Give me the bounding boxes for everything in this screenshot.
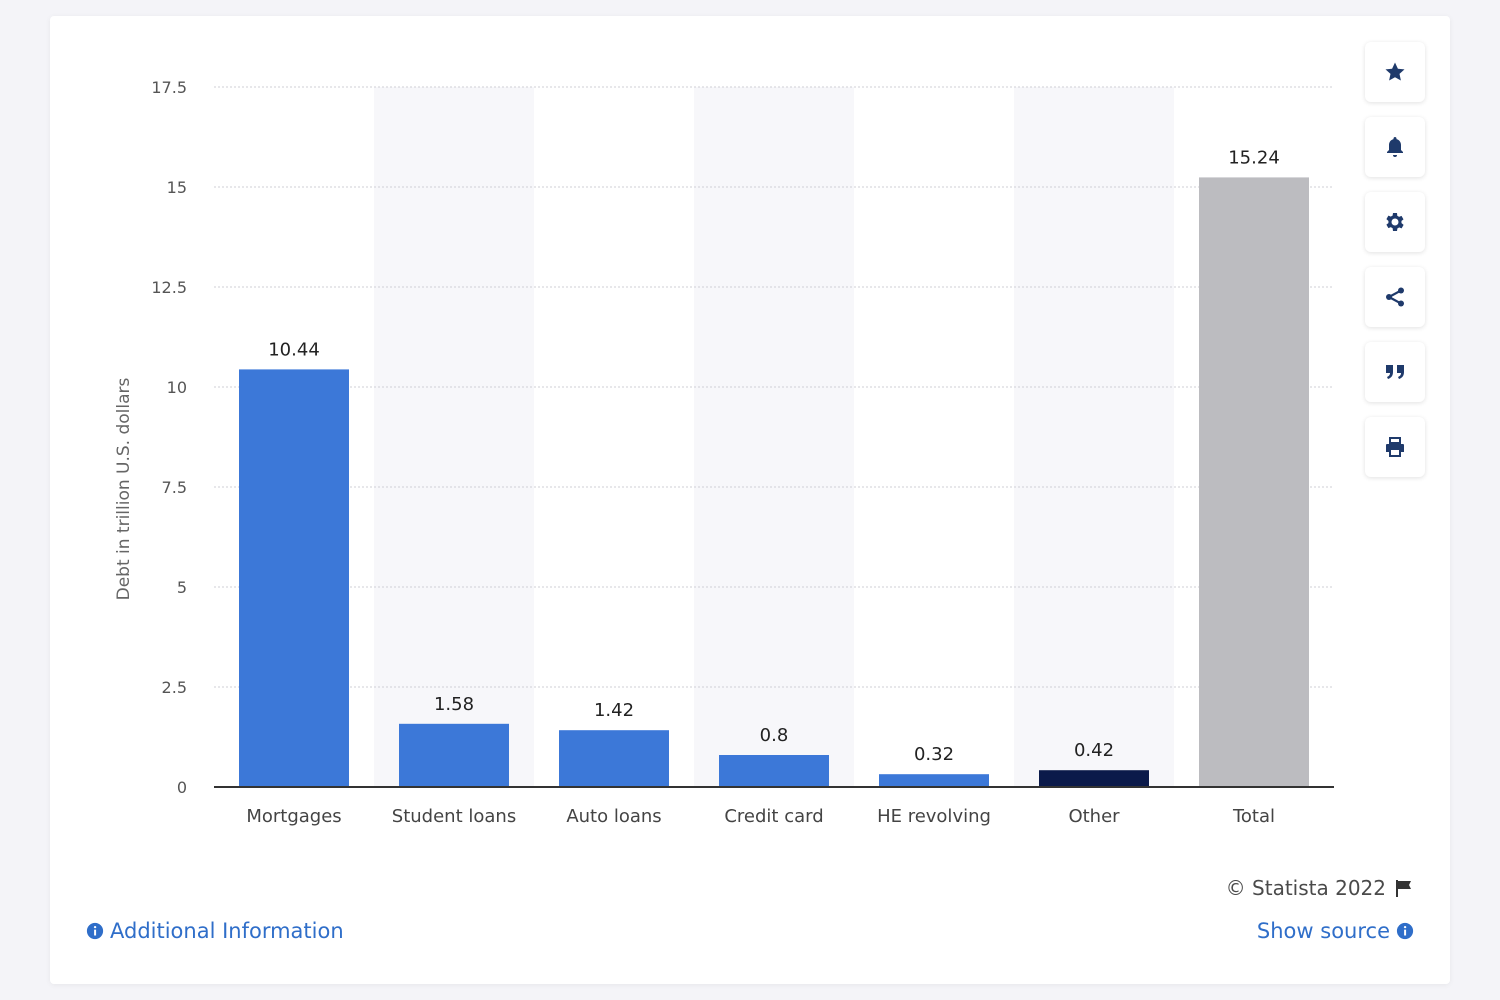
- favorite-button[interactable]: [1365, 42, 1425, 102]
- y-tick-label: 2.5: [162, 678, 187, 697]
- share-button[interactable]: [1365, 267, 1425, 327]
- flag-icon[interactable]: [1394, 878, 1414, 898]
- chart-card: 0 2.5 5 7.5 10 12.5 15 17.5 Debt in trillion U.S…: [50, 16, 1450, 984]
- share-icon: [1386, 287, 1404, 307]
- x-tick-label: Auto loans: [566, 806, 661, 827]
- y-tick-label: 5: [177, 578, 187, 597]
- quote-icon: [1386, 365, 1404, 379]
- additional-information-label: Additional Information: [110, 919, 344, 943]
- bell-icon: [1387, 137, 1403, 157]
- column-shade: [694, 87, 854, 787]
- bar: [1039, 770, 1149, 787]
- x-tick-label: Credit card: [724, 806, 823, 827]
- y-axis-title: Debt in trillion U.S. dollars: [114, 377, 134, 600]
- bar: [399, 723, 509, 787]
- print-icon: [1386, 437, 1404, 457]
- bar: [1199, 177, 1309, 787]
- bar: [719, 755, 829, 787]
- copyright-notice: © Statista 2022: [1226, 876, 1414, 900]
- data-label: 1.58: [434, 694, 474, 715]
- y-tick-label: 12.5: [151, 278, 187, 297]
- bar-chart: 0 2.5 5 7.5 10 12.5 15 17.5 Debt in trillion U.S…: [114, 78, 1334, 827]
- bar: [559, 730, 669, 787]
- settings-button[interactable]: [1365, 192, 1425, 252]
- star-icon: [1385, 62, 1405, 81]
- gear-icon: [1386, 213, 1404, 231]
- additional-information-link[interactable]: Additional Information: [86, 919, 344, 943]
- x-tick-label: Mortgages: [246, 806, 341, 827]
- cite-button[interactable]: [1365, 342, 1425, 402]
- bar: [879, 774, 989, 787]
- data-label: 10.44: [268, 339, 320, 360]
- y-tick-label: 17.5: [151, 78, 187, 97]
- data-label: 1.42: [594, 700, 634, 721]
- x-tick-label: HE revolving: [877, 806, 991, 827]
- show-source-link[interactable]: Show source: [1257, 919, 1414, 943]
- data-label: 0.42: [1074, 740, 1114, 761]
- data-label: 0.32: [914, 744, 954, 765]
- info-icon: [1396, 922, 1414, 940]
- chart-toolbar: [1365, 42, 1427, 492]
- info-icon: [86, 922, 104, 940]
- y-tick-label: 10: [167, 378, 187, 397]
- x-tick-label: Student loans: [392, 806, 516, 827]
- copyright-text: © Statista 2022: [1225, 876, 1386, 900]
- print-button[interactable]: [1365, 417, 1425, 477]
- column-shade: [374, 87, 534, 787]
- bar: [239, 369, 349, 787]
- x-tick-label: Total: [1232, 806, 1275, 827]
- y-tick-label: 15: [167, 178, 187, 197]
- data-label: 0.8: [760, 725, 789, 746]
- notification-button[interactable]: [1365, 117, 1425, 177]
- column-shade: [1014, 87, 1174, 787]
- y-tick-label: 0: [177, 778, 187, 797]
- show-source-label: Show source: [1256, 919, 1390, 943]
- x-tick-label: Other: [1068, 806, 1120, 827]
- y-tick-label: 7.5: [162, 478, 187, 497]
- data-label: 15.24: [1228, 147, 1280, 168]
